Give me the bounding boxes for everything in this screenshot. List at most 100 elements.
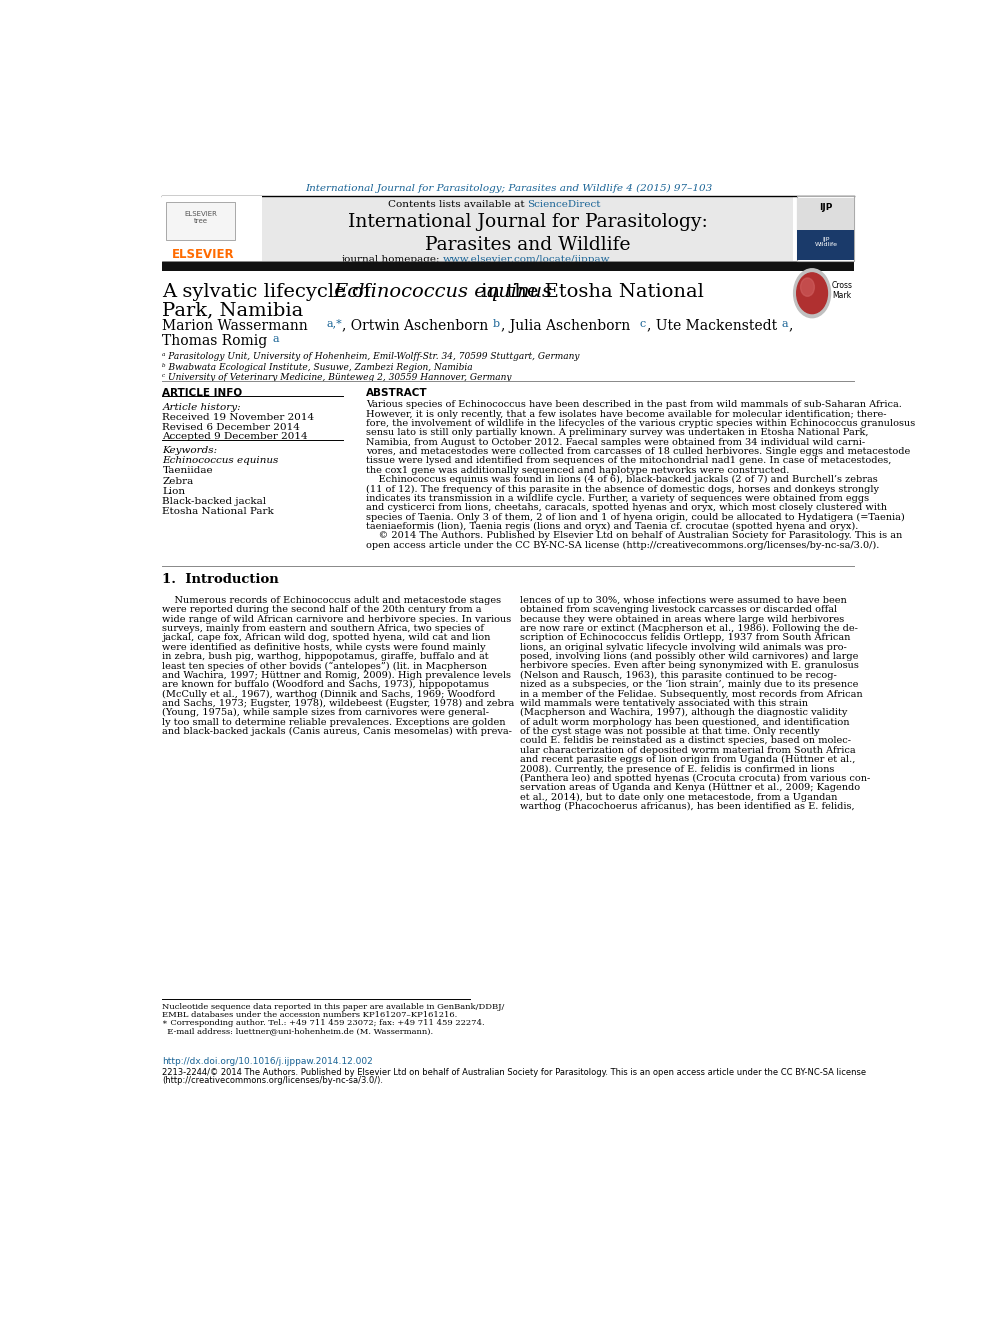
Text: Contents lists available at: Contents lists available at <box>388 200 528 209</box>
Text: , Ortwin Aschenborn: , Ortwin Aschenborn <box>342 319 493 332</box>
Text: ScienceDirect: ScienceDirect <box>528 200 601 209</box>
Text: Cross
Mark: Cross Mark <box>832 280 853 299</box>
Text: journal homepage:: journal homepage: <box>341 254 443 263</box>
Text: wild mammals were tentatively associated with this strain: wild mammals were tentatively associated… <box>520 699 807 708</box>
Text: could E. felidis be reinstated as a distinct species, based on molec-: could E. felidis be reinstated as a dist… <box>520 737 851 745</box>
Text: are known for buffalo (Woodford and Sachs, 1973), hippopotamus: are known for buffalo (Woodford and Sach… <box>163 680 489 689</box>
Text: lions, an original sylvatic lifecycle involving wild animals was pro-: lions, an original sylvatic lifecycle in… <box>520 643 847 652</box>
Text: wide range of wild African carnivore and herbivore species. In various: wide range of wild African carnivore and… <box>163 614 512 623</box>
Text: A sylvatic lifecycle of: A sylvatic lifecycle of <box>163 283 378 302</box>
Text: fore, the involvement of wildlife in the lifecycles of the various cryptic speci: fore, the involvement of wildlife in the… <box>366 419 916 427</box>
Text: ᵇ Bwabwata Ecological Institute, Susuwe, Zambezi Region, Namibia: ᵇ Bwabwata Ecological Institute, Susuwe,… <box>163 363 473 372</box>
Text: International Journal for Parasitology; Parasites and Wildlife 4 (2015) 97–103: International Journal for Parasitology; … <box>305 184 712 193</box>
Text: jackal, cape fox, African wild dog, spotted hyena, wild cat and lion: jackal, cape fox, African wild dog, spot… <box>163 634 491 642</box>
Text: in the Etosha National: in the Etosha National <box>475 283 704 302</box>
Text: (McCully et al., 1967), warthog (Dinnik and Sachs, 1969; Woodford: (McCully et al., 1967), warthog (Dinnik … <box>163 689 496 699</box>
Text: and Wachira, 1997; Hüttner and Romig, 2009). High prevalence levels: and Wachira, 1997; Hüttner and Romig, 20… <box>163 671 512 680</box>
Text: tissue were lysed and identified from sequences of the mitochondrial nad1 gene. : tissue were lysed and identified from se… <box>366 456 892 466</box>
Text: Namibia, from August to October 2012. Faecal samples were obtained from 34 indiv: Namibia, from August to October 2012. Fa… <box>366 438 865 447</box>
Text: open access article under the CC BY-NC-SA license (http://creativecommons.org/li: open access article under the CC BY-NC-S… <box>366 541 880 550</box>
Text: a,*: a,* <box>327 319 342 328</box>
Text: servation areas of Uganda and Kenya (Hüttner et al., 2009; Kagendo: servation areas of Uganda and Kenya (Hüt… <box>520 783 860 792</box>
Text: Black-backed jackal: Black-backed jackal <box>163 497 267 505</box>
Text: and recent parasite eggs of lion origin from Uganda (Hüttner et al.,: and recent parasite eggs of lion origin … <box>520 755 855 765</box>
Text: in a member of the Felidae. Subsequently, most records from African: in a member of the Felidae. Subsequently… <box>520 689 863 699</box>
Text: http://dx.doi.org/10.1016/j.ijppaw.2014.12.002: http://dx.doi.org/10.1016/j.ijppaw.2014.… <box>163 1057 373 1066</box>
Text: Accepted 9 December 2014: Accepted 9 December 2014 <box>163 431 309 441</box>
Text: (Nelson and Rausch, 1963), this parasite continued to be recog-: (Nelson and Rausch, 1963), this parasite… <box>520 671 836 680</box>
Text: Received 19 November 2014: Received 19 November 2014 <box>163 413 314 422</box>
Text: nized as a subspecies, or the ‘lion strain’, mainly due to its presence: nized as a subspecies, or the ‘lion stra… <box>520 680 858 689</box>
Text: International Journal for Parasitology:
Parasites and Wildlife: International Journal for Parasitology: … <box>348 213 707 254</box>
Text: the cox1 gene was additionally sequenced and haplotype networks were constructed: the cox1 gene was additionally sequenced… <box>366 466 790 475</box>
Text: taeniaeformis (lion), Taenia regis (lions and oryx) and Taenia cf. crocutae (spo: taeniaeformis (lion), Taenia regis (lion… <box>366 523 858 531</box>
Text: posed, involving lions (and possibly other wild carnivores) and large: posed, involving lions (and possibly oth… <box>520 652 858 662</box>
Text: Etosha National Park: Etosha National Park <box>163 507 274 516</box>
FancyBboxPatch shape <box>163 196 262 261</box>
Text: (Panthera leo) and spotted hyenas (Crocuta crocuta) from various con-: (Panthera leo) and spotted hyenas (Crocu… <box>520 774 870 783</box>
Text: ELSEVIER
tree: ELSEVIER tree <box>185 212 217 225</box>
Text: Taeniidae: Taeniidae <box>163 467 213 475</box>
Text: (11 of 12). The frequency of this parasite in the absence of domestic dogs, hors: (11 of 12). The frequency of this parasi… <box>366 484 879 493</box>
Text: c: c <box>639 319 646 328</box>
Text: Article history:: Article history: <box>163 404 241 413</box>
Text: ARTICLE INFO: ARTICLE INFO <box>163 388 243 398</box>
Text: and black-backed jackals (Canis aureus, Canis mesomelas) with preva-: and black-backed jackals (Canis aureus, … <box>163 728 512 736</box>
Text: However, it is only recently, that a few isolates have become available for mole: However, it is only recently, that a few… <box>366 410 887 418</box>
Text: Numerous records of Echinococcus adult and metacestode stages: Numerous records of Echinococcus adult a… <box>163 595 502 605</box>
Text: obtained from scavenging livestock carcasses or discarded offal: obtained from scavenging livestock carca… <box>520 605 837 614</box>
Text: b: b <box>493 319 500 328</box>
Text: EMBL databases under the accession numbers KP161207–KP161216.: EMBL databases under the accession numbe… <box>163 1011 457 1019</box>
Text: were reported during the second half of the 20th century from a: were reported during the second half of … <box>163 605 482 614</box>
Text: Echinococcus equinus: Echinococcus equinus <box>333 283 553 302</box>
FancyBboxPatch shape <box>798 198 853 230</box>
FancyBboxPatch shape <box>262 196 793 261</box>
Text: Lion: Lion <box>163 487 186 496</box>
Text: 2008). Currently, the presence of E. felidis is confirmed in lions: 2008). Currently, the presence of E. fel… <box>520 765 834 774</box>
FancyBboxPatch shape <box>167 201 235 241</box>
Text: warthog (Phacochoerus africanus), has been identified as E. felidis,: warthog (Phacochoerus africanus), has be… <box>520 802 854 811</box>
Circle shape <box>801 278 814 296</box>
Text: IJP: IJP <box>819 202 832 212</box>
Text: Zebra: Zebra <box>163 476 193 486</box>
Text: and cysticerci from lions, cheetahs, caracals, spotted hyenas and oryx, which mo: and cysticerci from lions, cheetahs, car… <box>366 503 887 512</box>
Text: Marion Wassermann: Marion Wassermann <box>163 319 312 332</box>
Text: Echinococcus equinus: Echinococcus equinus <box>163 456 279 466</box>
FancyBboxPatch shape <box>797 196 854 261</box>
Text: surveys, mainly from eastern and southern Africa, two species of: surveys, mainly from eastern and souther… <box>163 624 484 632</box>
Text: ABSTRACT: ABSTRACT <box>366 388 428 398</box>
Circle shape <box>794 269 830 318</box>
Text: vores, and metacestodes were collected from carcasses of 18 culled herbivores. S: vores, and metacestodes were collected f… <box>366 447 911 456</box>
Text: a: a <box>273 333 279 344</box>
Text: Various species of Echinococcus have been described in the past from wild mammal: Various species of Echinococcus have bee… <box>366 400 902 409</box>
Text: Nucleotide sequence data reported in this paper are available in GenBank/DDBJ/: Nucleotide sequence data reported in thi… <box>163 1003 505 1011</box>
Text: 1.  Introduction: 1. Introduction <box>163 573 279 586</box>
Text: were identified as definitive hosts, while cysts were found mainly: were identified as definitive hosts, whi… <box>163 643 486 652</box>
Text: © 2014 The Authors. Published by Elsevier Ltd on behalf of Australian Society fo: © 2014 The Authors. Published by Elsevie… <box>366 532 903 540</box>
Text: Echinococcus equinus was found in lions (4 of 6), black-backed jackals (2 of 7) : Echinococcus equinus was found in lions … <box>366 475 878 484</box>
Text: ᵃ Parasitology Unit, University of Hohenheim, Emil-Wolff-Str. 34, 70599 Stuttgar: ᵃ Parasitology Unit, University of Hohen… <box>163 352 580 361</box>
Text: are now rare or extinct (Macpherson et al., 1986). Following the de-: are now rare or extinct (Macpherson et a… <box>520 624 858 632</box>
Text: Keywords:: Keywords: <box>163 446 217 455</box>
Text: www.elsevier.com/locate/ijppaw: www.elsevier.com/locate/ijppaw <box>443 254 610 263</box>
Text: Park, Namibia: Park, Namibia <box>163 302 304 319</box>
Text: ,: , <box>789 319 793 332</box>
FancyBboxPatch shape <box>798 230 853 259</box>
Text: least ten species of other bovids (“antelopes”) (lit. in Macpherson: least ten species of other bovids (“ante… <box>163 662 487 671</box>
Text: ᶜ University of Veterinary Medicine, Bünteweg 2, 30559 Hannover, Germany: ᶜ University of Veterinary Medicine, Bün… <box>163 373 512 382</box>
FancyBboxPatch shape <box>163 262 854 271</box>
Text: because they were obtained in areas where large wild herbivores: because they were obtained in areas wher… <box>520 614 844 623</box>
Text: et al., 2014), but to date only one metacestode, from a Ugandan: et al., 2014), but to date only one meta… <box>520 792 837 802</box>
Text: species of Taenia. Only 3 of them, 2 of lion and 1 of hyena origin, could be all: species of Taenia. Only 3 of them, 2 of … <box>366 512 905 521</box>
Text: (Young, 1975a), while sample sizes from carnivores were general-: (Young, 1975a), while sample sizes from … <box>163 708 489 717</box>
Circle shape <box>797 273 827 314</box>
Text: indicates its transmission in a wildlife cycle. Further, a variety of sequences : indicates its transmission in a wildlife… <box>366 493 869 503</box>
Text: a: a <box>782 319 788 328</box>
Text: Thomas Romig: Thomas Romig <box>163 333 272 348</box>
Text: of adult worm morphology has been questioned, and identification: of adult worm morphology has been questi… <box>520 717 849 726</box>
Text: 2213-2244/© 2014 The Authors. Published by Elsevier Ltd on behalf of Australian : 2213-2244/© 2014 The Authors. Published … <box>163 1069 867 1077</box>
Text: and Sachs, 1973; Eugster, 1978), wildebeest (Eugster, 1978) and zebra: and Sachs, 1973; Eugster, 1978), wildebe… <box>163 699 515 708</box>
Text: ly too small to determine reliable prevalences. Exceptions are golden: ly too small to determine reliable preva… <box>163 717 506 726</box>
Text: , Ute Mackenstedt: , Ute Mackenstedt <box>647 319 782 332</box>
Text: in zebra, bush pig, warthog, hippopotamus, giraffe, buffalo and at: in zebra, bush pig, warthog, hippopotamu… <box>163 652 489 662</box>
